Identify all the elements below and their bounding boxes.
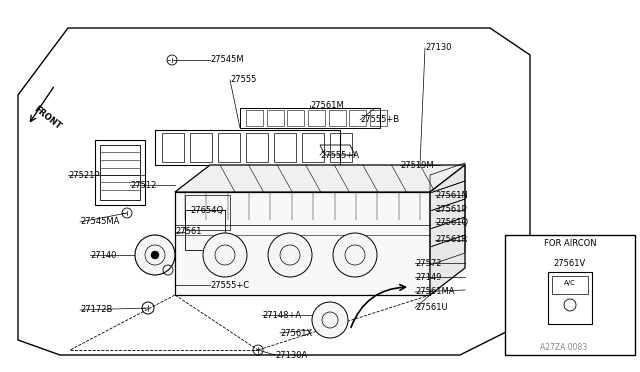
Text: 27130: 27130 (425, 44, 451, 52)
Text: 27512: 27512 (130, 180, 156, 189)
Text: 27561U: 27561U (415, 304, 447, 312)
Text: 27654Q: 27654Q (190, 205, 223, 215)
Polygon shape (430, 165, 465, 295)
Text: 27555: 27555 (230, 76, 257, 84)
Text: 27561MA: 27561MA (415, 288, 454, 296)
Polygon shape (175, 192, 430, 295)
Text: 27545M: 27545M (210, 55, 244, 64)
Circle shape (312, 302, 348, 338)
Circle shape (203, 233, 247, 277)
Text: 27140: 27140 (90, 250, 116, 260)
Text: 27572: 27572 (415, 259, 442, 267)
Text: 27555+B: 27555+B (360, 115, 399, 125)
Text: 27172B: 27172B (80, 305, 113, 314)
Text: 27561Q: 27561Q (435, 218, 468, 227)
Circle shape (333, 233, 377, 277)
Polygon shape (175, 165, 465, 192)
Text: 27561R: 27561R (435, 235, 467, 244)
Text: 27555+A: 27555+A (320, 151, 359, 160)
Text: FRONT: FRONT (32, 105, 63, 131)
Text: 27561M: 27561M (310, 100, 344, 109)
Text: 27149: 27149 (415, 273, 442, 282)
Bar (552, 276, 588, 294)
Text: 27555+C: 27555+C (210, 280, 249, 289)
Bar (548, 272, 592, 324)
Text: 27561X: 27561X (280, 328, 312, 337)
Circle shape (268, 233, 312, 277)
Text: 27521P: 27521P (68, 170, 99, 180)
Text: FOR AIRCON: FOR AIRCON (544, 240, 596, 248)
Text: 27148+A: 27148+A (262, 311, 301, 320)
Polygon shape (18, 28, 530, 355)
Text: 27519M: 27519M (400, 160, 434, 170)
Text: A27ZA 0083: A27ZA 0083 (540, 343, 587, 352)
Bar (505, 235, 635, 355)
Text: 27561N: 27561N (435, 190, 468, 199)
Text: A/C: A/C (564, 280, 576, 286)
Text: 27561P: 27561P (435, 205, 467, 215)
Text: 27561: 27561 (175, 228, 202, 237)
Circle shape (135, 235, 175, 275)
Text: 27561V: 27561V (554, 259, 586, 267)
Text: 27130A: 27130A (275, 350, 307, 359)
Text: 27545MA: 27545MA (80, 218, 120, 227)
Circle shape (151, 251, 159, 259)
